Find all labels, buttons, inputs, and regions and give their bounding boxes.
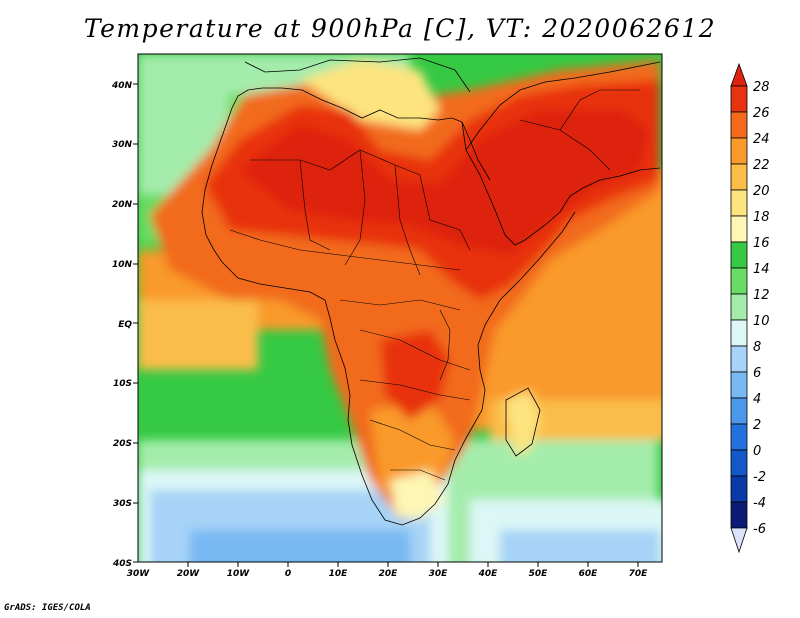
colorbar-box [730,423,748,451]
lat-label: 40S [112,559,132,569]
colorbar-label: -6 [753,522,766,537]
lon-label: 10E [329,569,349,579]
colorbar-box [730,501,748,529]
colorbar-label: -4 [753,496,766,511]
colorbar-box [730,189,748,217]
colorbar-box [730,397,748,425]
colorbar-label: 4 [753,392,761,407]
colorbar-label: 24 [753,132,770,147]
lon-label: 40E [478,569,499,579]
lon-label: 30W [127,569,151,579]
colorbar [730,62,748,554]
colorbar-label: 28 [753,80,770,95]
colorbar-box [730,267,748,295]
lat-label: 20N [112,200,133,210]
colorbar-label: -2 [753,470,766,485]
colorbar-label: 18 [753,210,770,225]
colorbar-box [730,85,748,113]
latitude-ticks [133,83,138,563]
longitude-labels: 30W 20W 10W 0 10E 20E 30E 40E 50E 60E 70… [127,569,648,579]
colorbar-box [730,137,748,165]
temperature-field [138,54,662,562]
colorbar-label: 12 [753,288,770,303]
colorbar-box [730,371,748,399]
colorbar-box [730,215,748,243]
colorbar-box [730,241,748,269]
lat-label: 10S [113,379,132,389]
grads-credit: GrADS: IGES/COLA [4,603,91,613]
colorbar-box [730,475,748,503]
colorbar-label: 20 [753,184,770,199]
colorbar-label: 14 [753,262,770,277]
lat-label: 30N [112,140,133,150]
lat-label: 30S [113,499,132,509]
lon-label: 0 [285,569,291,579]
colorbar-label: 8 [753,340,761,355]
colorbar-box [730,163,748,191]
colorbar-box [730,111,748,139]
colorbar-label: 16 [753,236,770,251]
lon-label: 50E [529,569,549,579]
map-frame [137,53,663,563]
latitude-labels: 40N 30N 20N 10N EQ 10S 20S 30S 40S [111,81,133,569]
colorbar-label: 26 [753,106,770,121]
colorbar-labels: 28 26 24 22 20 18 16 14 12 10 8 6 4 2 0 … [753,80,770,537]
colorbar-box [730,293,748,321]
lon-label: 30E [429,569,449,579]
colorbar-box [730,345,748,373]
longitude-ticks [187,562,639,567]
lat-label: EQ [118,320,132,330]
lon-label: 20E [379,569,399,579]
lon-label: 70E [629,569,649,579]
lat-label: 40N [111,81,133,91]
colorbar-label: 6 [753,366,761,381]
colorbar-label: 2 [753,418,761,433]
colorbar-top-arrow [730,62,748,87]
colorbar-label: 10 [753,314,770,329]
country-borders [229,89,640,481]
colorbar-box [730,449,748,477]
lon-label: 20W [177,569,201,579]
lat-label: 20S [113,439,132,449]
colorbar-box [730,319,748,347]
colorbar-label: 0 [753,444,761,459]
lon-label: 10W [227,569,251,579]
map-title: Temperature at 900hPa [C], VT: 202006261… [83,14,717,43]
colorbar-label: 22 [753,158,770,173]
colorbar-bottom-arrow [730,527,748,554]
coastlines [201,57,661,526]
lat-label: 10N [112,260,133,270]
lon-label: 60E [579,569,599,579]
